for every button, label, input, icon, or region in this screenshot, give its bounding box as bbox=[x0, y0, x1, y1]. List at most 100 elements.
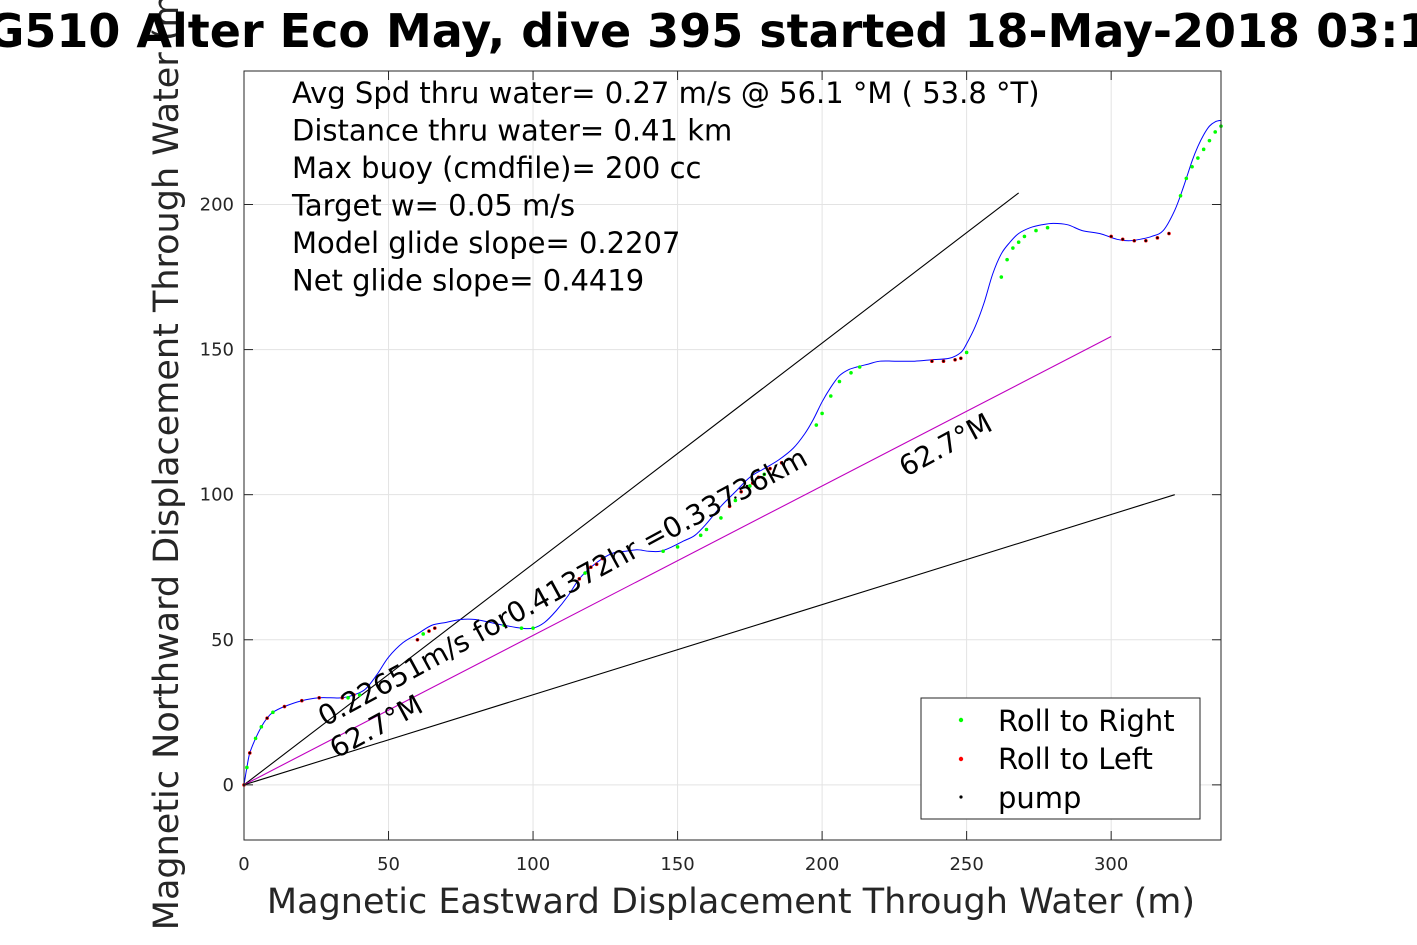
legend-marker-roll-right bbox=[958, 717, 964, 723]
marker-pump bbox=[774, 464, 778, 467]
marker-roll-right bbox=[675, 545, 680, 549]
marker-roll-right bbox=[1184, 176, 1189, 181]
x-axis-label: Magnetic Eastward Displacement Through W… bbox=[267, 882, 1195, 922]
marker-pump bbox=[780, 461, 783, 464]
marker-pump bbox=[1144, 239, 1148, 242]
x-tick-label: 250 bbox=[949, 854, 983, 875]
marker-pump bbox=[728, 505, 731, 508]
y-tick-label: 50 bbox=[211, 630, 234, 651]
marker-roll-right bbox=[1190, 164, 1194, 169]
marker-roll-right bbox=[748, 484, 752, 488]
marker-pump bbox=[953, 358, 957, 361]
marker-roll-right bbox=[964, 350, 969, 355]
info-line: Net glide slope= 0.4419 bbox=[292, 264, 644, 298]
marker-pump bbox=[595, 563, 598, 566]
marker-pump bbox=[942, 359, 945, 363]
marker-roll-right bbox=[1213, 130, 1218, 134]
reference-line-lower bbox=[243, 494, 1175, 786]
marker-roll-right bbox=[1178, 193, 1183, 198]
info-line: Model glide slope= 0.2207 bbox=[292, 226, 680, 260]
x-tick-label: 200 bbox=[805, 854, 839, 875]
track bbox=[243, 119, 1222, 785]
legend: Roll to Right Roll to Left pump bbox=[920, 697, 1201, 820]
marker-pump bbox=[578, 577, 581, 581]
marker-pump bbox=[1121, 238, 1124, 241]
marker-pump bbox=[1156, 236, 1159, 240]
marker-roll-right bbox=[1201, 147, 1206, 152]
marker-roll-right bbox=[661, 549, 665, 554]
y-tick-label: 200 bbox=[200, 194, 234, 215]
marker-roll-right bbox=[857, 365, 862, 369]
legend-label-roll-right: Roll to Right bbox=[998, 704, 1175, 738]
marker-roll-right bbox=[1022, 234, 1027, 239]
marker-roll-right bbox=[253, 736, 258, 741]
y-axis-label: Magnetic Northward Displacement Through … bbox=[147, 0, 187, 930]
marker-pump bbox=[786, 458, 789, 462]
markers bbox=[242, 124, 1223, 787]
chart-title: SG510 Alter Eco May, dive 395 started 18… bbox=[0, 4, 1417, 58]
marker-roll-right bbox=[1011, 246, 1015, 250]
marker-roll-right bbox=[421, 632, 426, 636]
marker-pump bbox=[734, 496, 737, 499]
marker-pump bbox=[745, 484, 749, 488]
marker-pump bbox=[248, 751, 251, 755]
reference-line-upper bbox=[243, 192, 1019, 786]
marker-pump bbox=[751, 481, 754, 485]
marker-roll-right bbox=[346, 696, 350, 700]
marker-roll-right bbox=[837, 379, 842, 384]
marker-pump bbox=[283, 705, 286, 708]
legend-label-pump: pump bbox=[998, 781, 1081, 815]
x-tick-label: 50 bbox=[377, 854, 400, 875]
y-tick-label: 100 bbox=[200, 485, 234, 506]
marker-pump bbox=[763, 473, 766, 476]
info-block: Avg Spd thru water= 0.27 m/s @ 56.1 °M (… bbox=[291, 76, 1040, 298]
marker-pump bbox=[739, 490, 743, 493]
marker-roll-right bbox=[519, 626, 524, 630]
legend-box bbox=[920, 697, 1201, 820]
marker-pump bbox=[416, 638, 419, 641]
marker-pump bbox=[930, 359, 934, 363]
reference-line-course bbox=[243, 336, 1112, 786]
marker-roll-right bbox=[502, 623, 506, 628]
marker-pump bbox=[265, 716, 269, 720]
marker-roll-right bbox=[733, 498, 738, 503]
legend-marker-roll-left bbox=[958, 756, 964, 762]
y-tick-label: 150 bbox=[200, 340, 234, 361]
marker-pump bbox=[768, 467, 772, 470]
marker-pump bbox=[427, 629, 431, 633]
marker-roll-right bbox=[1196, 156, 1200, 160]
marker-pump bbox=[1133, 239, 1136, 242]
y-tick-label: 0 bbox=[223, 775, 234, 796]
marker-roll-right bbox=[814, 423, 819, 427]
marker-roll-right bbox=[1016, 240, 1021, 245]
marker-pump bbox=[589, 566, 593, 569]
x-tick-label: 300 bbox=[1094, 854, 1128, 875]
marker-pump bbox=[1109, 235, 1113, 238]
info-line: Max buoy (cmdfile)= 200 cc bbox=[292, 151, 701, 185]
marker-roll-right bbox=[999, 275, 1004, 279]
marker-roll-right bbox=[828, 394, 833, 398]
x-tick-label: 100 bbox=[516, 854, 550, 875]
marker-roll-right bbox=[719, 516, 723, 520]
legend-label-roll-left: Roll to Left bbox=[998, 742, 1153, 776]
marker-pump bbox=[1167, 232, 1171, 235]
series-line-track bbox=[243, 119, 1222, 785]
marker-roll-right bbox=[698, 533, 703, 538]
marker-roll-right bbox=[245, 765, 249, 770]
marker-pump bbox=[341, 696, 344, 700]
marker-pump bbox=[352, 693, 356, 697]
plot-frame bbox=[243, 70, 1222, 841]
info-line: Target w= 0.05 m/s bbox=[291, 189, 575, 223]
marker-pump bbox=[300, 699, 304, 702]
x-tick-label: 0 bbox=[238, 854, 249, 875]
reference-lines bbox=[243, 192, 1175, 786]
axis-ticks: 0 50 100 150 200 250 300 0 50 100 150 200 bbox=[200, 71, 1221, 875]
info-line: Avg Spd thru water= 0.27 m/s @ 56.1 °M (… bbox=[292, 76, 1040, 110]
info-line: Distance thru water= 0.41 km bbox=[292, 114, 732, 148]
marker-roll-right bbox=[1207, 138, 1212, 143]
marker-roll-right bbox=[820, 411, 824, 416]
marker-roll-right bbox=[271, 710, 275, 715]
marker-pump bbox=[317, 696, 321, 700]
marker-roll-right bbox=[849, 370, 853, 375]
